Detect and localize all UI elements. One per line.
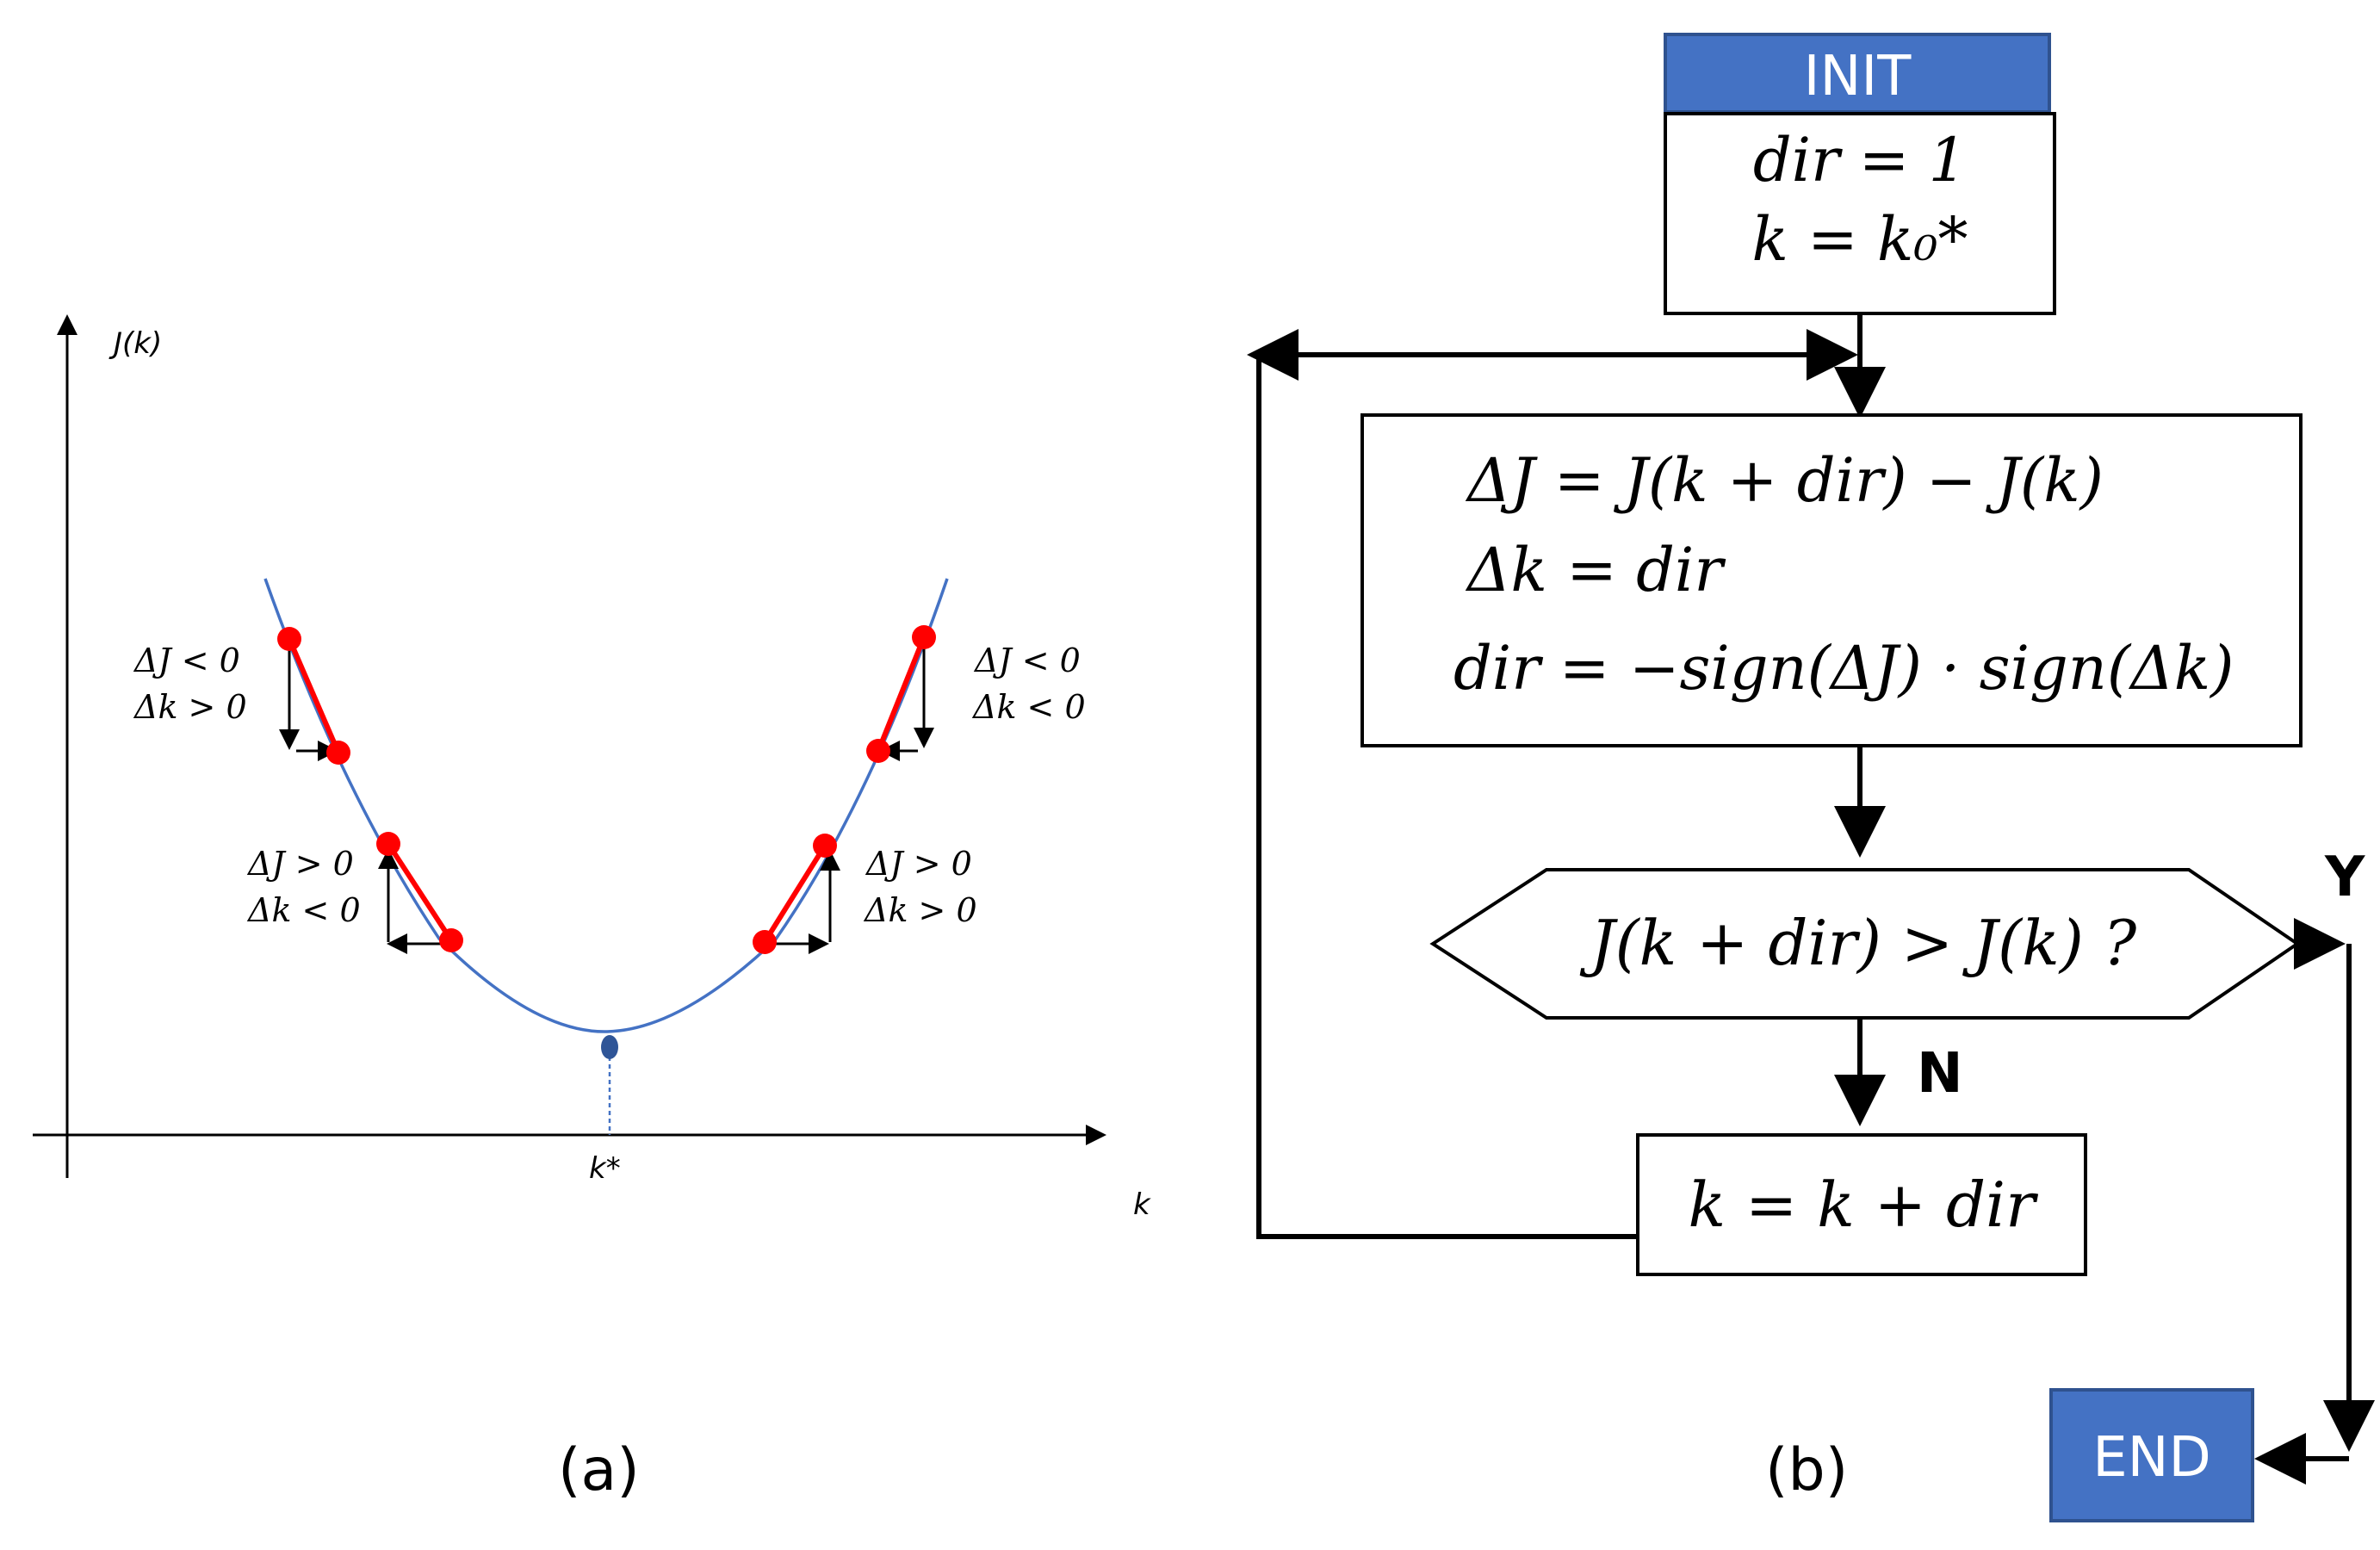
- init-header: [1664, 33, 2051, 114]
- step-text: k = k + dir: [1689, 1169, 2039, 1241]
- annotation-mid-right-dk: Δk > 0: [863, 891, 977, 929]
- no-label: N: [1917, 1042, 1963, 1106]
- update-line-dk: Δk = dir: [1465, 535, 1726, 605]
- point-upper-right-b: [866, 739, 890, 763]
- annotation-mid-right-dj: ΔJ > 0: [865, 845, 972, 883]
- annotation-upper-right-dk: Δk < 0: [971, 688, 1086, 726]
- annotation-upper-left-dk: Δk > 0: [133, 688, 247, 726]
- y-axis-label: J(k): [108, 326, 162, 361]
- init-label: INIT: [1804, 45, 1912, 108]
- annotation-upper-left-dj: ΔJ < 0: [133, 642, 240, 679]
- end-label: END: [2092, 1426, 2211, 1490]
- segment-upper-right: [876, 636, 927, 753]
- step-box: [1636, 1133, 2087, 1276]
- panel-a: J(k) k k* ΔJ < 0 Δk > 0: [33, 314, 1151, 1504]
- k-star-label: k*: [589, 1151, 621, 1186]
- segment-mid-left: [386, 842, 454, 942]
- annotation-mid-left-dj: ΔJ > 0: [246, 845, 354, 883]
- point-upper-right-a: [912, 625, 936, 649]
- caption-a: (a): [558, 1436, 640, 1504]
- segment-mid-right: [762, 844, 827, 944]
- annotation-upper-right-dj: ΔJ < 0: [973, 642, 1081, 679]
- point-upper-left-a: [277, 627, 301, 651]
- annotation-mid-left-dk: Δk < 0: [246, 891, 361, 929]
- yes-label: Y: [2324, 846, 2365, 909]
- minimum-point: [601, 1035, 618, 1059]
- point-mid-left-a: [376, 832, 400, 856]
- update-line-dir: dir = −sign(ΔJ) · sign(Δk): [1453, 633, 2234, 704]
- segment-upper-left: [287, 637, 341, 754]
- point-mid-left-b: [439, 928, 463, 952]
- update-box: [1360, 413, 2303, 747]
- panel-b: INIT dir = 1 k = k₀* ΔJ = J(k + dir) − J…: [1247, 33, 2375, 1522]
- end-box: [2049, 1388, 2254, 1522]
- caption-b: (b): [1765, 1436, 1848, 1504]
- decision-text: J(k + dir) > J(k) ?: [1579, 907, 2137, 979]
- init-box: [1664, 112, 2056, 315]
- point-mid-right-b: [813, 834, 837, 858]
- cost-curve: [263, 578, 949, 1033]
- x-axis-label: k: [1133, 1187, 1151, 1222]
- init-line-dir: dir = 1: [1753, 125, 1967, 195]
- init-line-k: k = k₀*: [1751, 204, 1968, 275]
- point-mid-right-a: [753, 930, 777, 954]
- point-upper-left-b: [326, 741, 350, 765]
- loop-back-connector: [1256, 355, 1638, 1239]
- update-line-dj: ΔJ = J(k + dir) − J(k): [1465, 445, 2104, 516]
